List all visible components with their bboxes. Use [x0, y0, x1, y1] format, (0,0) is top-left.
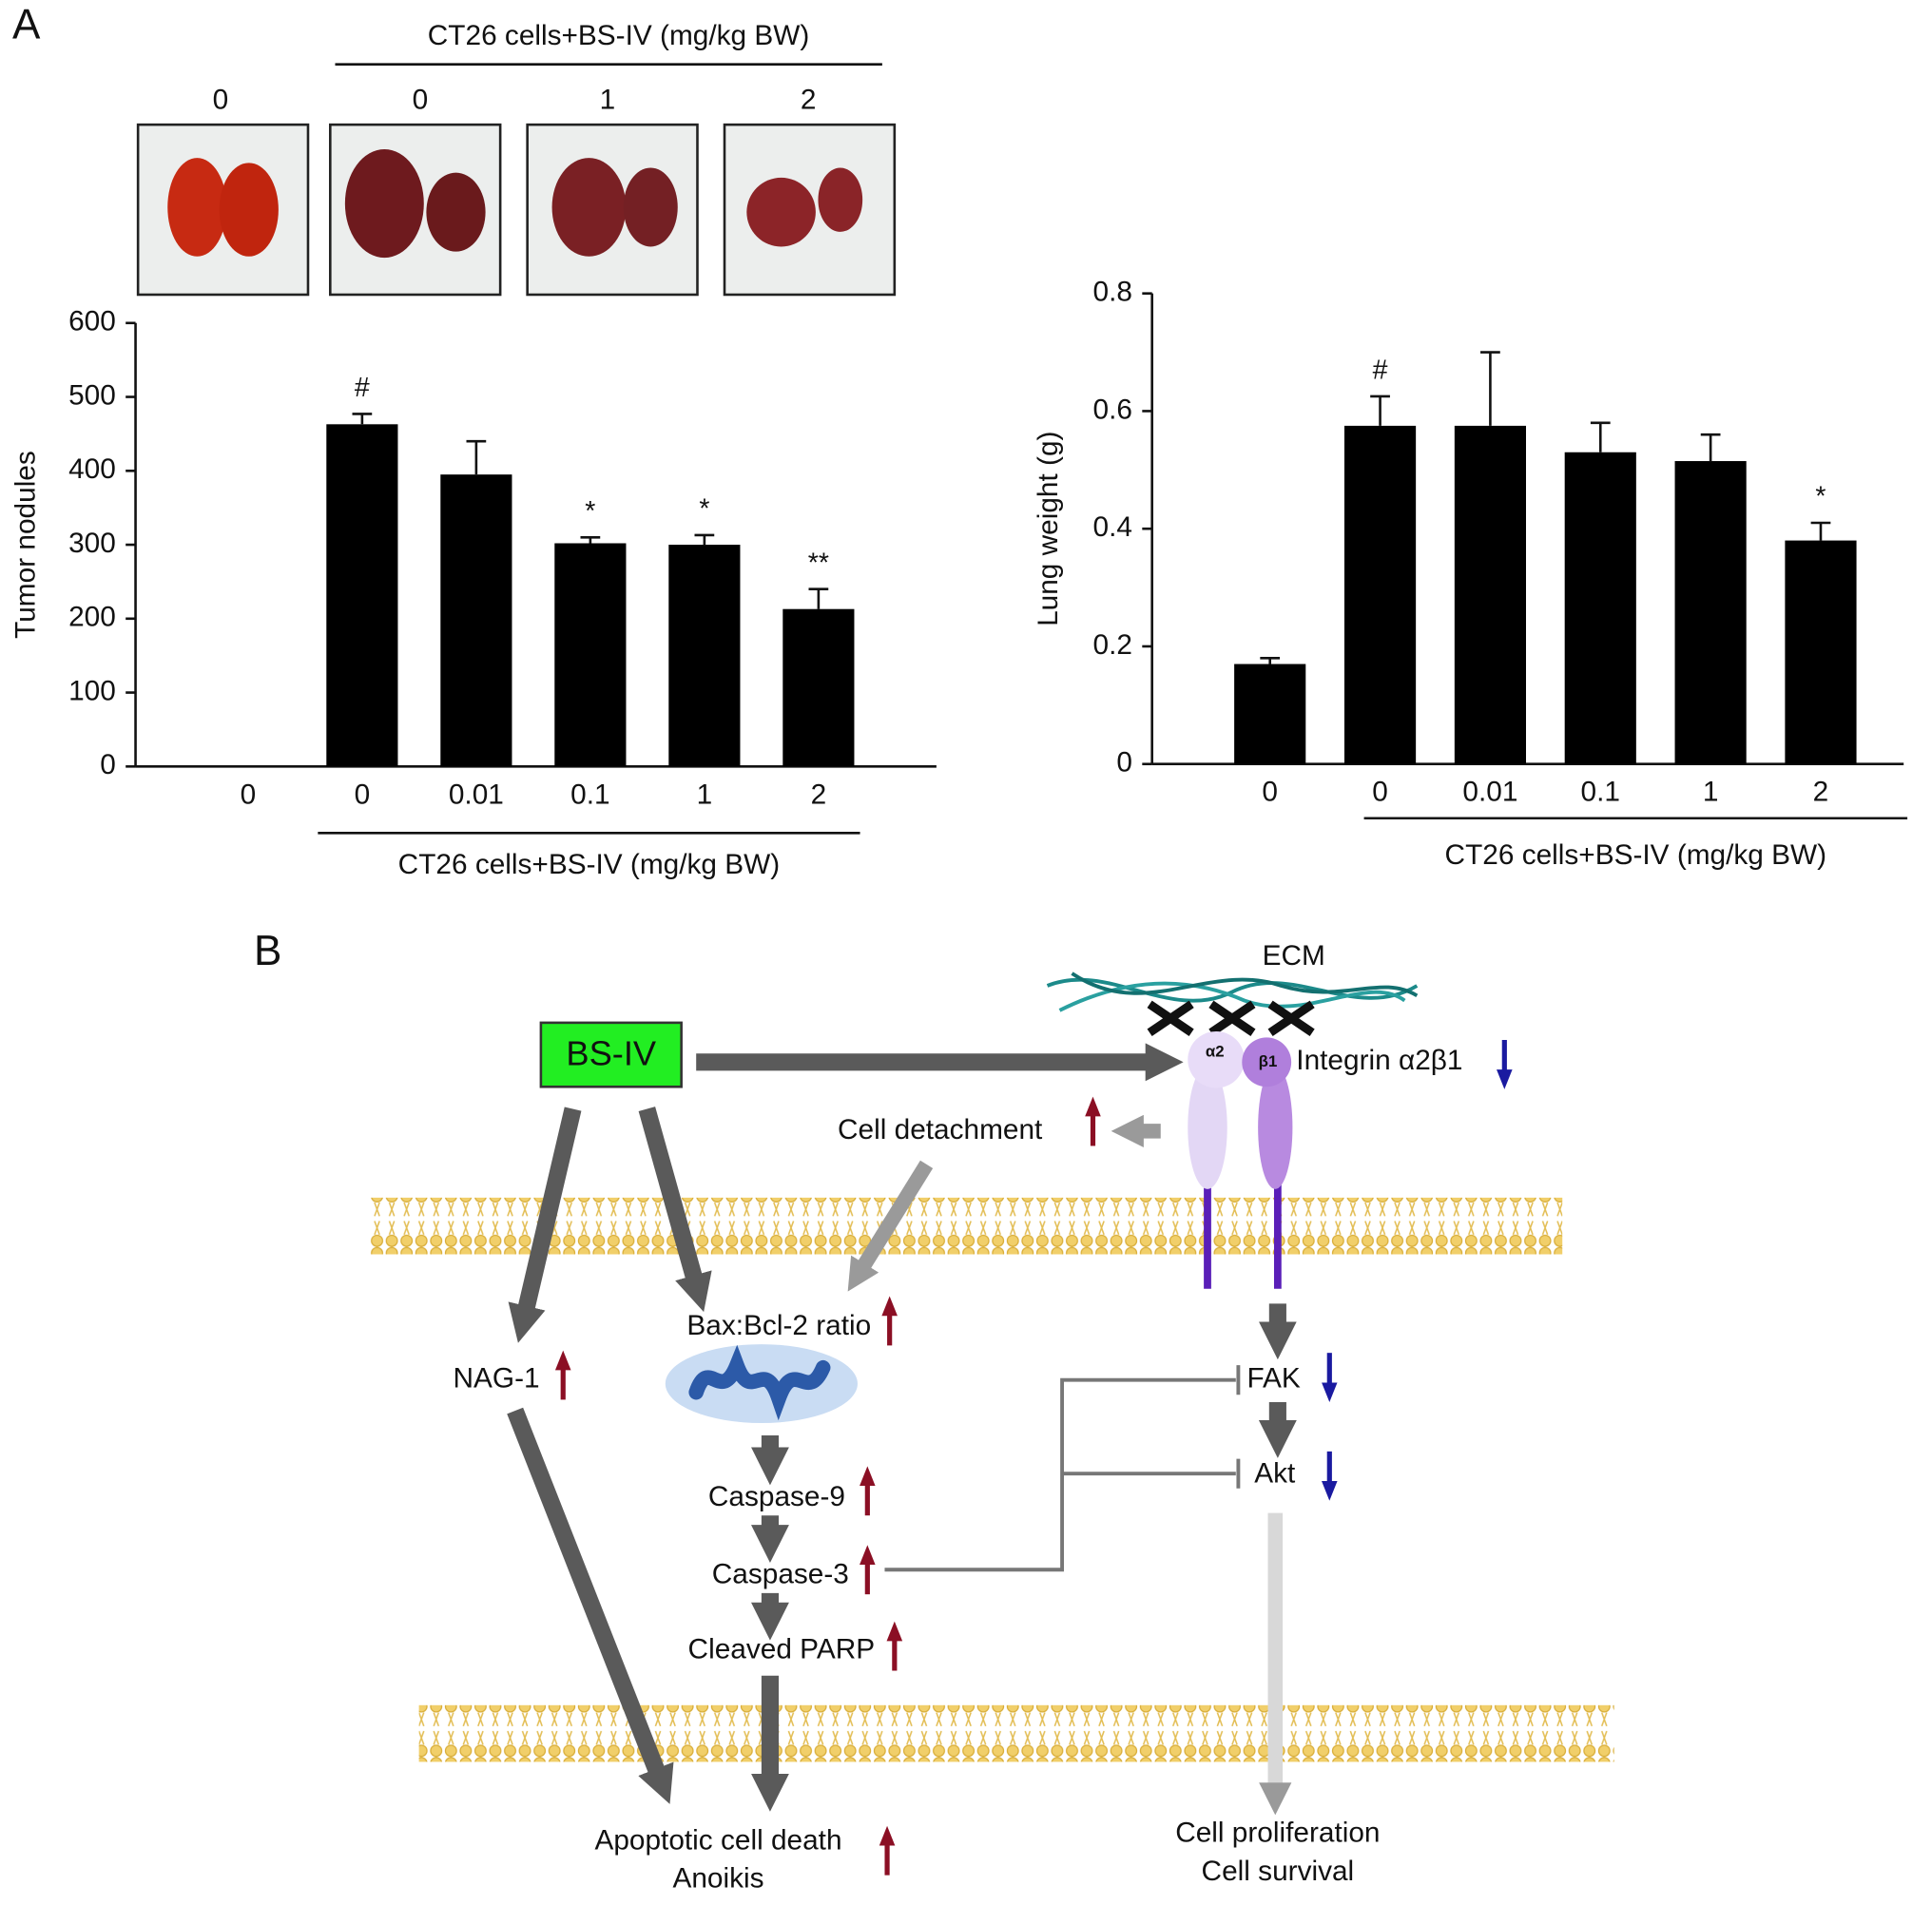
y-tick-label: 100 — [68, 675, 116, 706]
x-tick-label: 0.01 — [449, 779, 504, 810]
panel-label: A — [12, 1, 41, 48]
y-tick-label: 0.8 — [1093, 277, 1132, 308]
x-tick-label: 0.1 — [1581, 777, 1620, 808]
significance-mark: * — [585, 496, 595, 527]
y-tick-label: 600 — [68, 306, 116, 337]
outcome-label: Apoptotic cell death — [594, 1825, 841, 1857]
arrows — [507, 1040, 1513, 1876]
significance-mark: * — [1815, 482, 1826, 512]
ecm-label: ECM — [1263, 940, 1325, 972]
membrane — [369, 1197, 1563, 1255]
significance-mark: # — [355, 373, 370, 403]
x-axis-label: CT26 cells+BS-IV (mg/kg BW) — [398, 849, 781, 880]
error-bar — [1810, 521, 1831, 541]
casp9-label: Caspase-9 — [708, 1481, 845, 1512]
y-axis-label: Tumor nodules — [10, 451, 41, 639]
lungs — [167, 149, 863, 259]
significance-mark: * — [699, 494, 709, 525]
fak-label: FAK — [1246, 1363, 1300, 1395]
akt-label: Akt — [1254, 1457, 1296, 1489]
outcome-label: Cell survival — [1202, 1856, 1355, 1887]
mitochondrion — [665, 1344, 858, 1424]
alpha-label: α2 — [1206, 1042, 1225, 1060]
detachment-label: Cell detachment — [838, 1114, 1043, 1145]
bar — [668, 545, 741, 767]
drug-box — [539, 1021, 683, 1088]
y-tick-label: 0.2 — [1093, 629, 1132, 661]
photo-label: 1 — [600, 84, 616, 115]
outcome-label: Anoikis — [672, 1863, 763, 1895]
error-bar — [1590, 421, 1611, 452]
photo-label: 0 — [213, 84, 229, 115]
membrane — [418, 1704, 1614, 1762]
y-tick-label: 400 — [68, 453, 116, 485]
bar — [326, 424, 398, 767]
photo-label: 0 — [413, 84, 429, 115]
bar — [1454, 425, 1526, 764]
panel-label: B — [254, 928, 281, 974]
y-tick-label: 200 — [68, 602, 116, 633]
casp3-label: Caspase-3 — [712, 1559, 849, 1590]
ecm-fibers — [1046, 972, 1419, 1012]
y-tick-label: 300 — [68, 528, 116, 559]
error-bar — [352, 413, 373, 425]
significance-mark: # — [1373, 356, 1388, 386]
parp-label: Cleaved PARP — [688, 1634, 876, 1665]
drug-label: BS-IV — [566, 1033, 657, 1072]
x-tick-label: 1 — [697, 779, 713, 810]
x-tick-label: 2 — [1813, 777, 1829, 808]
bar — [782, 608, 855, 767]
error-bar — [1480, 351, 1500, 426]
bar — [1234, 664, 1306, 764]
blocked-binding — [1147, 1000, 1315, 1036]
y-tick-label: 0 — [100, 749, 116, 780]
error-bar — [808, 587, 829, 609]
y-tick-label: 500 — [68, 379, 116, 411]
error-bar — [580, 535, 601, 544]
beta-label: β1 — [1259, 1052, 1278, 1070]
x-tick-label: 0.1 — [570, 779, 609, 810]
bar — [1564, 452, 1636, 764]
y-tick-label: 0.6 — [1093, 394, 1132, 425]
bar — [554, 543, 627, 767]
error-bar — [466, 439, 487, 475]
integrin-label: Integrin α2β1 — [1296, 1045, 1462, 1076]
bar — [1674, 461, 1747, 764]
x-tick-label: 2 — [811, 779, 827, 810]
bar — [1343, 425, 1417, 764]
x-tick-label: 0 — [355, 779, 371, 810]
x-tick-label: 0 — [1372, 777, 1388, 808]
x-axis-label: CT26 cells+BS-IV (mg/kg BW) — [1445, 839, 1827, 871]
x-tick-label: 1 — [1703, 777, 1719, 808]
bar — [1785, 540, 1857, 764]
y-tick-label: 0 — [1116, 747, 1132, 779]
photo-label: 2 — [801, 84, 817, 115]
outcome-label: Cell proliferation — [1175, 1818, 1380, 1849]
error-bar — [694, 533, 715, 546]
error-bar — [1370, 394, 1390, 426]
y-axis-label: Lung weight (g) — [1033, 432, 1064, 626]
bar — [440, 474, 512, 767]
x-tick-label: 0.01 — [1462, 777, 1517, 808]
error-bar — [1700, 433, 1721, 462]
y-tick-label: 0.4 — [1093, 511, 1132, 543]
x-tick-label: 0 — [1262, 777, 1278, 808]
integrin — [1188, 1030, 1293, 1289]
x-tick-label: 0 — [241, 779, 257, 810]
bax-label: Bax:Bcl-2 ratio — [686, 1310, 871, 1341]
photo-header: CT26 cells+BS-IV (mg/kg BW) — [428, 20, 810, 51]
error-bar — [1260, 657, 1281, 664]
significance-mark: ** — [808, 548, 829, 578]
nag-label: NAG-1 — [454, 1363, 540, 1395]
